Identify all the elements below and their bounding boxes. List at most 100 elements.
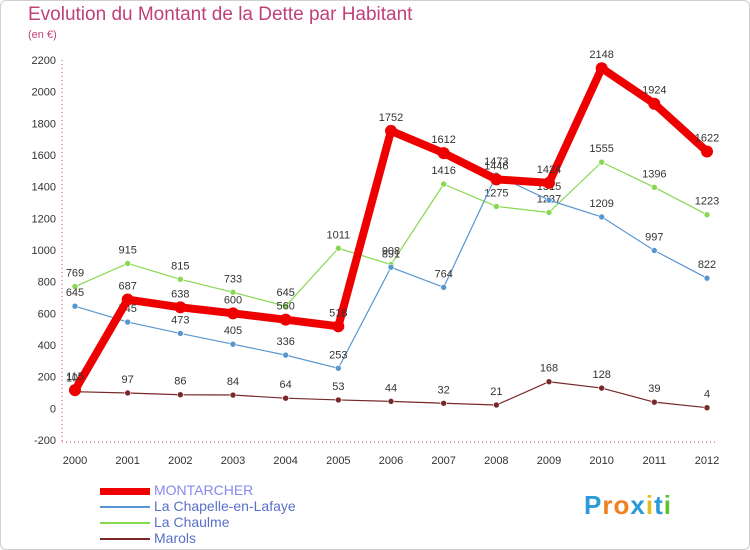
data-point-la-chapelle-en-lafaye xyxy=(651,247,658,254)
data-label-la-chapelle-en-lafaye: 997 xyxy=(645,231,663,243)
data-label-marols: 32 xyxy=(438,384,450,396)
data-point-la-chapelle-en-lafaye xyxy=(229,340,237,348)
x-tick-label: 2012 xyxy=(695,455,719,467)
x-tick-label: 2005 xyxy=(326,455,350,467)
data-point-la-chaulme xyxy=(545,209,553,216)
data-point-montarcher xyxy=(595,62,608,75)
data-label-montarcher: 638 xyxy=(171,288,189,300)
data-label-marols: 44 xyxy=(385,382,397,394)
data-label-la-chapelle-en-lafaye: 645 xyxy=(66,287,84,299)
data-label-marols: 168 xyxy=(540,363,558,375)
data-point-marols xyxy=(440,399,447,407)
data-label-montarcher: 115 xyxy=(66,371,84,383)
chart-subtitle: (en €) xyxy=(28,29,57,41)
data-label-marols: 4 xyxy=(704,389,710,401)
data-label-montarcher: 600 xyxy=(224,294,242,306)
legend-label: La Chapelle-en-Lafaye xyxy=(154,498,296,514)
y-tick-label: 1400 xyxy=(32,182,56,194)
data-label-la-chaulme: 1416 xyxy=(431,165,455,177)
data-point-la-chapelle-en-lafaye xyxy=(545,196,553,204)
data-label-montarcher: 1612 xyxy=(431,134,455,146)
data-label-la-chaulme: 915 xyxy=(118,244,136,256)
data-point-la-chapelle-en-lafaye xyxy=(177,330,184,337)
data-label-la-chapelle-en-lafaye: 891 xyxy=(382,248,400,260)
data-point-la-chaulme xyxy=(598,158,605,166)
data-point-la-chapelle-en-lafaye xyxy=(282,351,289,359)
data-label-la-chapelle-en-lafaye: 764 xyxy=(434,268,452,280)
legend-label: MONTARCHER xyxy=(154,482,254,498)
data-label-la-chapelle-en-lafaye: 1473 xyxy=(484,156,508,168)
data-label-montarcher: 1622 xyxy=(695,133,719,145)
x-tick-label: 2006 xyxy=(379,455,403,467)
data-label-la-chapelle-en-lafaye: 405 xyxy=(224,325,242,337)
data-label-la-chapelle-en-lafaye: 253 xyxy=(329,349,347,361)
data-point-la-chaulme xyxy=(282,302,289,310)
data-point-la-chaulme xyxy=(493,203,500,210)
y-tick-label: 1600 xyxy=(32,150,56,162)
data-point-marols xyxy=(124,389,131,397)
logo-letter: i xyxy=(645,490,655,520)
logo-letter: x xyxy=(630,490,646,520)
data-point-la-chapelle-en-lafaye xyxy=(440,284,447,291)
data-point-marols xyxy=(335,396,342,404)
logo-letter: i xyxy=(663,490,672,520)
x-tick-label: 2002 xyxy=(168,455,192,467)
data-point-marols xyxy=(651,398,658,406)
legend-swatch xyxy=(100,488,150,495)
data-label-montarcher: 1752 xyxy=(379,112,403,124)
data-point-montarcher xyxy=(121,293,134,306)
data-label-la-chaulme: 645 xyxy=(276,287,294,299)
data-label-marols: 97 xyxy=(122,374,134,386)
data-point-la-chaulme xyxy=(335,244,342,252)
data-label-montarcher: 687 xyxy=(118,281,136,293)
data-label-montarcher: 1424 xyxy=(537,164,561,176)
data-point-marols xyxy=(282,394,289,402)
data-point-la-chapelle-en-lafaye xyxy=(703,274,711,282)
y-tick-label: 800 xyxy=(38,277,56,289)
data-point-marols xyxy=(598,384,605,392)
data-label-marols: 53 xyxy=(332,381,344,393)
data-label-marols: 21 xyxy=(490,386,502,398)
data-label-la-chaulme: 1555 xyxy=(589,143,613,155)
legend-label: La Chaulme xyxy=(154,514,230,530)
data-label-la-chaulme: 1011 xyxy=(327,229,351,241)
y-tick-label: 1200 xyxy=(32,213,56,225)
data-label-la-chaulme: 1223 xyxy=(695,196,719,208)
data-label-marols: 64 xyxy=(280,379,292,391)
data-label-marols: 84 xyxy=(227,376,239,388)
data-point-montarcher xyxy=(490,173,503,186)
data-point-marols xyxy=(387,398,395,405)
data-label-la-chaulme: 733 xyxy=(224,273,242,285)
data-label-la-chaulme: 815 xyxy=(171,260,189,272)
data-point-montarcher xyxy=(648,97,661,110)
data-label-marols: 39 xyxy=(648,383,660,395)
data-label-la-chapelle-en-lafaye: 473 xyxy=(171,314,189,326)
data-point-montarcher xyxy=(437,147,450,160)
y-tick-label: 400 xyxy=(38,340,56,352)
data-point-marols xyxy=(493,401,500,409)
x-tick-label: 2007 xyxy=(431,455,455,467)
x-tick-label: 2009 xyxy=(537,455,561,467)
data-point-la-chapelle-en-lafaye xyxy=(387,263,395,271)
data-point-montarcher xyxy=(701,145,713,158)
x-tick-label: 2001 xyxy=(115,455,139,467)
data-label-la-chaulme: 1275 xyxy=(484,187,508,199)
data-point-marols xyxy=(177,391,184,399)
chart-title: Evolution du Montant de la Dette par Hab… xyxy=(28,4,413,25)
data-point-montarcher xyxy=(69,384,81,397)
y-tick-label: 2000 xyxy=(32,87,56,99)
data-point-montarcher xyxy=(543,176,555,189)
y-tick-label: 0 xyxy=(50,403,56,415)
x-tick-label: 2011 xyxy=(643,455,667,467)
logo-letter: P xyxy=(584,490,603,520)
data-label-montarcher: 518 xyxy=(329,307,347,319)
data-label-la-chapelle-en-lafaye: 336 xyxy=(276,336,294,348)
data-label-la-chaulme: 1396 xyxy=(642,168,666,180)
data-point-la-chapelle-en-lafaye xyxy=(598,213,605,221)
data-label-montarcher: 1446 xyxy=(484,160,508,172)
data-label-montarcher: 560 xyxy=(276,301,294,313)
data-point-la-chapelle-en-lafaye xyxy=(71,302,79,310)
data-label-marols: 128 xyxy=(592,369,610,381)
data-label-montarcher: 2148 xyxy=(589,49,613,61)
